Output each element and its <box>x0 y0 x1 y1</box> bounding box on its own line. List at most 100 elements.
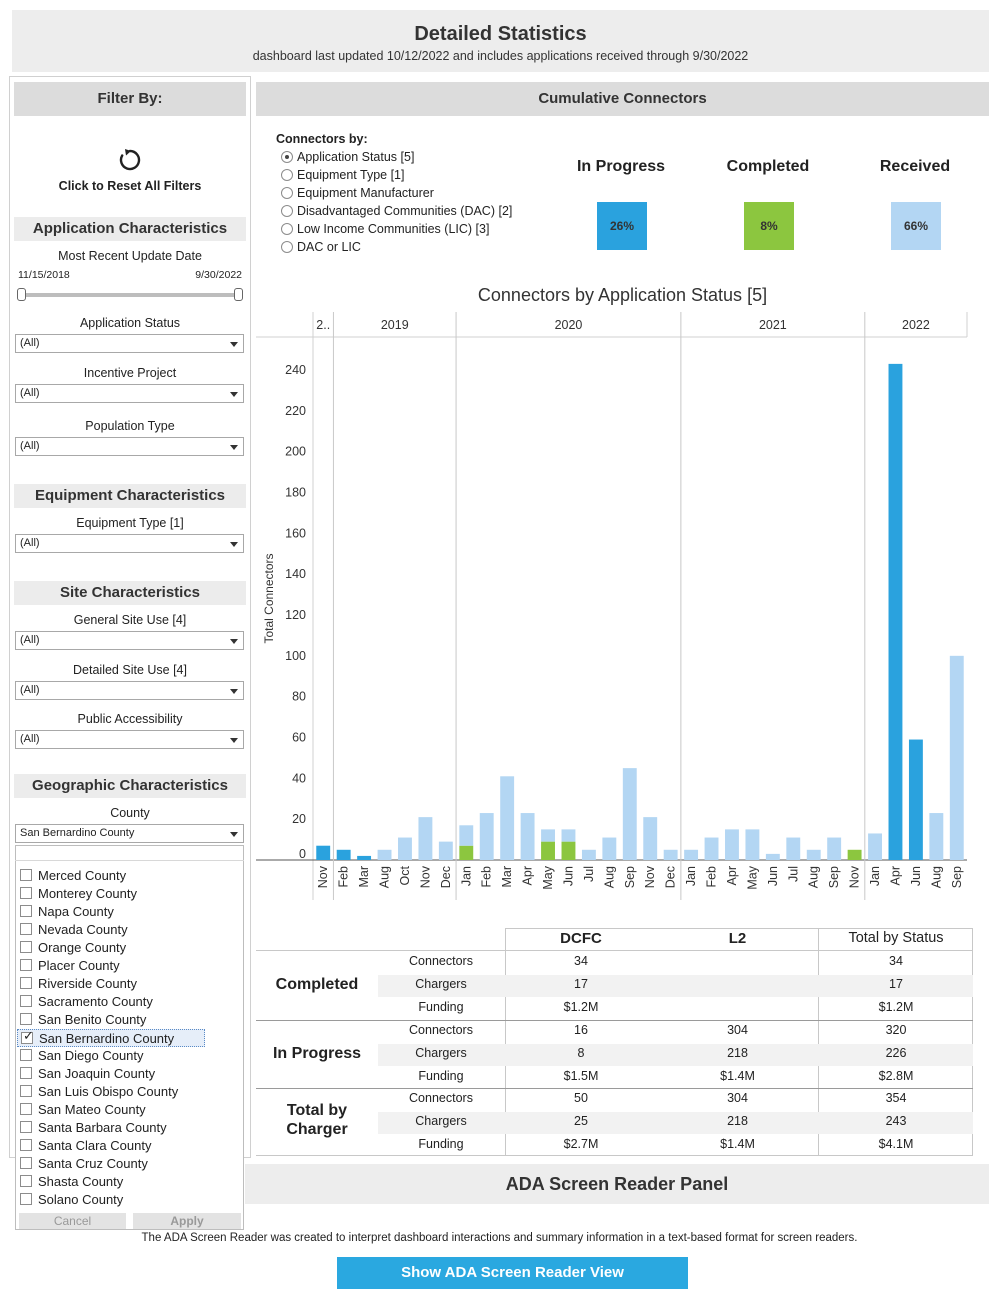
table-column-header: Total by Status <box>848 930 944 946</box>
population-type-dropdown[interactable]: (All) <box>15 437 244 456</box>
reset-filters-button[interactable]: Click to Reset All Filters <box>14 146 246 193</box>
cancel-button[interactable]: Cancel <box>19 1213 126 1229</box>
y-tick-label: 180 <box>285 486 306 500</box>
x-tick-label: Mar <box>500 866 514 888</box>
checkbox[interactable] <box>20 1175 32 1187</box>
table-group-rule <box>256 1088 973 1089</box>
county-option[interactable]: Santa Barbara County <box>20 1119 167 1137</box>
radio-button[interactable] <box>281 151 293 163</box>
county-option[interactable]: Santa Clara County <box>20 1137 151 1155</box>
checkbox[interactable]: ✓ <box>21 1029 34 1044</box>
bar-in-progress <box>888 363 903 860</box>
connectors-by-option[interactable]: Disadvantaged Communities (DAC) [2] <box>281 203 512 219</box>
county-option[interactable]: Placer County <box>20 957 120 975</box>
checkbox[interactable] <box>20 1103 32 1115</box>
table-cell: 354 <box>885 1091 907 1105</box>
incentive-project-dropdown[interactable]: (All) <box>15 384 244 403</box>
equipment-type-dropdown[interactable]: (All) <box>15 534 244 553</box>
connectors-by-option[interactable]: DAC or LIC <box>281 239 361 255</box>
checkbox[interactable] <box>20 1013 32 1025</box>
county-option[interactable]: Sacramento County <box>20 993 153 1011</box>
county-option-label: Santa Barbara County <box>38 1120 167 1135</box>
checkbox[interactable] <box>20 1139 32 1151</box>
checkbox[interactable] <box>20 995 32 1007</box>
application-status-dropdown[interactable]: (All) <box>15 334 244 353</box>
county-option[interactable]: Nevada County <box>20 921 128 939</box>
detailed-site-use-dropdown[interactable]: (All) <box>15 681 244 700</box>
year-label: 2022 <box>902 318 930 332</box>
public-accessibility-dropdown[interactable]: (All) <box>15 730 244 749</box>
county-option[interactable]: Merced County <box>20 867 126 885</box>
county-option[interactable]: Orange County <box>20 939 126 957</box>
x-tick-label: Jan <box>459 866 473 886</box>
county-option[interactable]: San Joaquin County <box>20 1065 155 1083</box>
x-tick-label: Sep <box>827 866 841 888</box>
public-accessibility-label: Public Accessibility <box>77 712 183 726</box>
checkbox[interactable] <box>20 959 32 971</box>
radio-button[interactable] <box>281 223 293 235</box>
county-option[interactable]: Monterey County <box>20 885 137 903</box>
radio-button[interactable] <box>281 187 293 199</box>
county-option[interactable]: Shasta County <box>20 1173 123 1191</box>
checkbox[interactable] <box>20 941 32 953</box>
checkbox[interactable] <box>20 923 32 935</box>
table-cell: 17 <box>889 977 903 991</box>
general-site-use-dropdown[interactable]: (All) <box>15 631 244 650</box>
county-option[interactable]: San Diego County <box>20 1047 144 1065</box>
kpi-completed-value[interactable]: 8% <box>744 202 794 250</box>
checkbox[interactable] <box>20 1067 32 1079</box>
county-option-label: Santa Clara County <box>38 1138 152 1153</box>
date-slider-start-handle[interactable] <box>17 288 26 301</box>
county-search-input[interactable] <box>15 845 244 861</box>
radio-button[interactable] <box>281 169 293 181</box>
county-option-label: Solano County <box>38 1192 124 1207</box>
checkbox[interactable] <box>20 887 32 899</box>
checkbox[interactable] <box>20 869 32 881</box>
table-cell: 320 <box>885 1023 907 1037</box>
checkbox[interactable] <box>20 1085 32 1097</box>
county-option[interactable]: Napa County <box>20 903 114 921</box>
county-option[interactable]: San Luis Obispo County <box>20 1083 178 1101</box>
county-option[interactable]: Santa Cruz County <box>20 1155 148 1173</box>
connectors-by-option[interactable]: Application Status [5] <box>281 149 414 165</box>
apply-button[interactable]: Apply <box>133 1213 241 1229</box>
chevron-down-icon <box>230 738 238 743</box>
checkbox[interactable] <box>20 1193 32 1205</box>
county-dropdown[interactable]: San Bernardino County <box>15 824 244 843</box>
county-option-label: Monterey County <box>38 886 137 901</box>
page-subtitle: dashboard last updated 10/12/2022 and in… <box>252 49 749 63</box>
county-option[interactable]: Riverside County <box>20 975 137 993</box>
checkbox[interactable] <box>20 977 32 989</box>
kpi-in-progress-value[interactable]: 26% <box>597 202 647 250</box>
county-option[interactable]: ✓ San Bernardino County <box>17 1029 206 1047</box>
summary-table: DCFC L2 Total by Status Completed Connectors… <box>256 928 973 1156</box>
checkbox[interactable] <box>20 1121 32 1133</box>
radio-button[interactable] <box>281 241 293 253</box>
show-ada-view-button[interactable]: Show ADA Screen Reader View <box>337 1257 688 1289</box>
connectors-by-option-label: Equipment Manufacturer <box>297 186 434 200</box>
kpi-received-value[interactable]: 66% <box>891 202 941 250</box>
x-tick-label: Jun <box>909 866 923 886</box>
connectors-by-option[interactable]: Equipment Manufacturer <box>281 185 434 201</box>
table-col-divider <box>972 928 973 1156</box>
y-tick-label: 100 <box>285 649 306 663</box>
county-option-label: Sacramento County <box>38 994 153 1009</box>
radio-button[interactable] <box>281 205 293 217</box>
county-option[interactable]: San Benito County <box>20 1011 146 1029</box>
filter-title: Filter By: <box>14 82 246 116</box>
connectors-by-option[interactable]: Low Income Communities (LIC) [3] <box>281 221 489 237</box>
date-slider-track[interactable] <box>20 293 240 297</box>
public-accessibility-value: (All) <box>20 733 40 745</box>
section-site-characteristics: Site Characteristics <box>14 581 246 605</box>
county-option[interactable]: San Mateo County <box>20 1101 146 1119</box>
checkbox[interactable] <box>20 1157 32 1169</box>
date-slider-end-handle[interactable] <box>234 288 243 301</box>
bar-completed <box>541 841 555 860</box>
county-option[interactable]: Solano County <box>20 1191 123 1209</box>
checkbox[interactable] <box>20 905 32 917</box>
table-cell: $4.1M <box>878 1137 914 1151</box>
checkbox[interactable] <box>20 1049 32 1061</box>
connectors-by-option[interactable]: Equipment Type [1] <box>281 167 404 183</box>
bar-received <box>949 655 964 860</box>
county-option-label: San Mateo County <box>38 1102 146 1117</box>
